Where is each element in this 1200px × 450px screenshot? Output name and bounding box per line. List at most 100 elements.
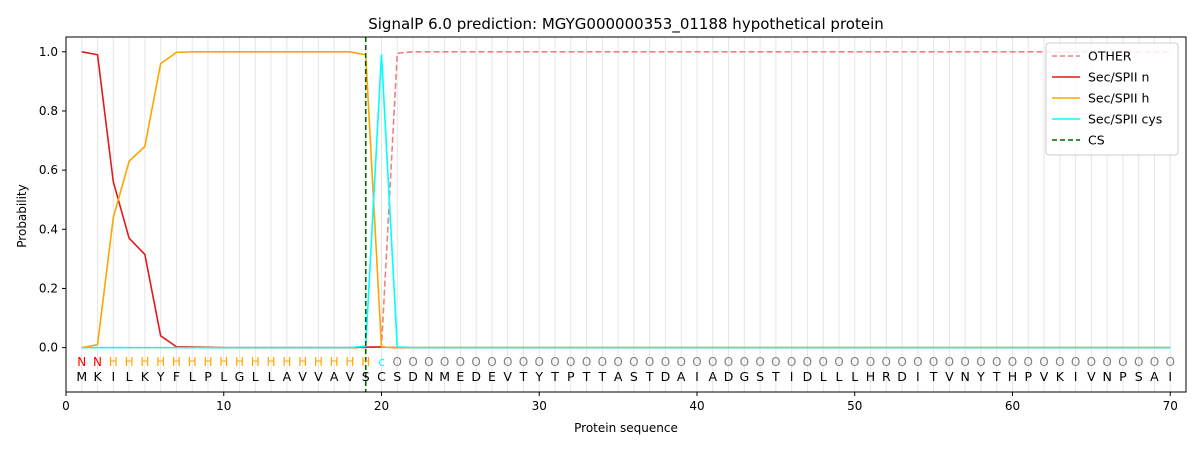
sequence-letter: I <box>790 369 794 384</box>
annotation-letter: O <box>992 355 1001 369</box>
annotation-letter: O <box>456 355 465 369</box>
annotation-letter: O <box>1165 355 1174 369</box>
legend: OTHER Sec/SPII n Sec/SPII h Sec/SPII cys CS <box>1045 42 1179 156</box>
sequence-letter: I <box>1074 369 1078 384</box>
annotation-letter: O <box>850 355 859 369</box>
annotation-letter: H <box>125 355 134 369</box>
x-tick-label: 30 <box>532 399 547 413</box>
y-axis-label: Probability <box>15 184 29 247</box>
x-tick-label: 40 <box>689 399 704 413</box>
annotation-letter: O <box>1087 355 1096 369</box>
annotation-letter: O <box>866 355 875 369</box>
annotation-letter: O <box>424 355 433 369</box>
annotation-letter: O <box>393 355 402 369</box>
annotation-letter: N <box>93 355 102 369</box>
sequence-letter: T <box>771 369 780 384</box>
sequence-letter: L <box>252 369 259 384</box>
sequence-letter: C <box>377 369 386 384</box>
sequence-letter: V <box>945 369 954 384</box>
annotation-letter: O <box>1071 355 1080 369</box>
annotation-letter: O <box>882 355 891 369</box>
annotation-letter: O <box>1039 355 1048 369</box>
annotation-letter: O <box>740 355 749 369</box>
x-tick-label: 50 <box>847 399 862 413</box>
annotation-letter: O <box>566 355 575 369</box>
annotation-letter: O <box>818 355 827 369</box>
sequence-letter: L <box>126 369 133 384</box>
sequence-letter: M <box>76 369 87 384</box>
sequence-letter: S <box>756 369 764 384</box>
sequence-letter: A <box>677 369 686 384</box>
series-lines <box>81 50 1171 349</box>
sequence-letter: V <box>1087 369 1096 384</box>
sequence-letter: I <box>1168 369 1172 384</box>
chart-title: SignalP 6.0 prediction: MGYG000000353_01… <box>368 15 884 34</box>
annotation-letter: O <box>503 355 512 369</box>
sequence-letter: A <box>330 369 339 384</box>
sequence-letter: P <box>204 369 212 384</box>
y-tick-label: 0.0 <box>39 341 58 355</box>
y-tick-label: 0.4 <box>39 222 58 236</box>
annotation-letter: H <box>298 355 307 369</box>
annotation-letter: H <box>188 355 197 369</box>
sequence-letter: D <box>408 369 418 384</box>
annotation-letter: O <box>755 355 764 369</box>
annotation-letter: H <box>361 355 370 369</box>
sequence-letter: Y <box>156 369 165 384</box>
annotation-letter: O <box>582 355 591 369</box>
sequence-letter: E <box>488 369 496 384</box>
annotation-letter: O <box>661 355 670 369</box>
sequence-letter: G <box>739 369 749 384</box>
sequence-letter: A <box>708 369 717 384</box>
annotation-letter: O <box>550 355 559 369</box>
sequence-letter: P <box>1119 369 1127 384</box>
annotation-letter: H <box>314 355 323 369</box>
annotation-letter: O <box>487 355 496 369</box>
annotation-letter: O <box>1118 355 1127 369</box>
annotation-letter: O <box>519 355 528 369</box>
sequence-letter: L <box>835 369 842 384</box>
sequence-letter: T <box>582 369 591 384</box>
sequence-letter: T <box>645 369 654 384</box>
sequence-letter: V <box>298 369 307 384</box>
axes-border <box>65 36 1187 393</box>
x-tick-label: 10 <box>216 399 231 413</box>
annotation-letter: O <box>535 355 544 369</box>
annotation-letter: H <box>330 355 339 369</box>
x-axis-label: Protein sequence <box>574 421 678 435</box>
series-line-sec-spii-cys <box>81 53 1171 349</box>
annotation-letter: O <box>1055 355 1064 369</box>
annotation-letter: O <box>929 355 938 369</box>
annotation-letter: H <box>267 355 276 369</box>
annotation-letter: N <box>77 355 86 369</box>
annotation-letter: c <box>378 355 385 369</box>
x-tick-label: 20 <box>374 399 389 413</box>
annotation-letter: H <box>282 355 291 369</box>
sequence-letter: T <box>550 369 559 384</box>
y-tick-label: 0.6 <box>39 163 58 177</box>
annotation-letter: O <box>471 355 480 369</box>
sequence-letter: N <box>424 369 433 384</box>
sequence-letter: R <box>882 369 891 384</box>
annotation-letter: O <box>1150 355 1159 369</box>
sequence-letter: L <box>820 369 827 384</box>
sequence-letter: D <box>661 369 671 384</box>
legend-box <box>1045 42 1179 156</box>
legend-label: Sec/SPII h <box>1088 91 1149 106</box>
sequence-letter: T <box>992 369 1001 384</box>
sequence-letter: I <box>111 369 115 384</box>
sequence-letter: K <box>1056 369 1065 384</box>
annotation-letter: O <box>834 355 843 369</box>
sequence-letter: L <box>268 369 275 384</box>
sequence-letter: A <box>283 369 292 384</box>
sequence-letter: Y <box>534 369 543 384</box>
annotation-letter: O <box>598 355 607 369</box>
sequence-letter: T <box>598 369 607 384</box>
annotation-letter: O <box>960 355 969 369</box>
legend-label: Sec/SPII n <box>1088 70 1149 85</box>
sequence-letter: S <box>393 369 401 384</box>
sequence-letter: I <box>916 369 920 384</box>
